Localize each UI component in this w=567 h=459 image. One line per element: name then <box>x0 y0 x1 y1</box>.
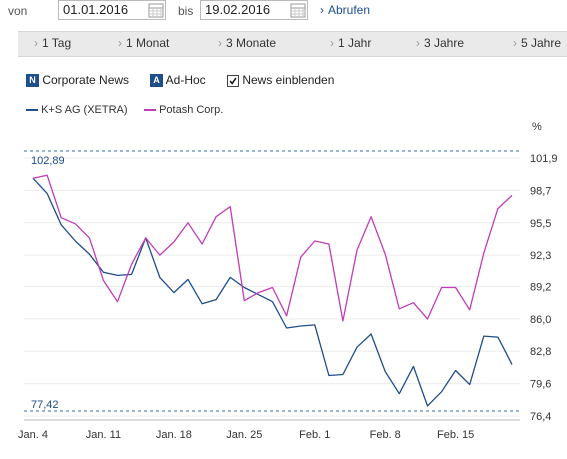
tab-3-years[interactable]: › 3 Jahre <box>416 36 464 50</box>
tab-label: 5 Jahre <box>521 36 562 50</box>
from-calendar-icon[interactable] <box>148 2 164 18</box>
adhoc-filter[interactable]: A Ad-Hoc <box>150 73 206 88</box>
adhoc-badge: A <box>150 74 163 88</box>
y-tick-label: 82,8 <box>530 346 551 358</box>
y-tick-label: 101,9 <box>530 153 558 165</box>
legend-swatch <box>26 109 38 112</box>
arrow-icon: › <box>118 36 122 50</box>
to-label: bis <box>178 4 194 18</box>
x-tick-label: Jan. 25 <box>226 429 262 441</box>
y-tick-label: 76,4 <box>530 411 551 423</box>
unit-label: % <box>532 121 542 133</box>
from-date-input[interactable]: 01.01.2016 <box>58 0 166 20</box>
to-calendar-icon[interactable] <box>290 2 306 18</box>
y-tick-label: 92,3 <box>530 250 551 262</box>
show-news-label: News einblenden <box>242 73 335 87</box>
y-tick-label: 86,0 <box>530 314 551 326</box>
tab-1-day[interactable]: › 1 Tag <box>34 36 71 50</box>
x-tick-label: Jan. 18 <box>156 429 192 441</box>
to-date-input[interactable]: 19.02.2016 <box>200 0 308 20</box>
submit-arrow-icon[interactable]: › <box>320 3 324 17</box>
from-label: von <box>8 4 28 18</box>
reference-line-label: 77,42 <box>31 399 59 411</box>
show-news-toggle[interactable]: News einblenden <box>227 73 334 87</box>
arrow-icon: › <box>34 36 38 50</box>
adhoc-label: Ad-Hoc <box>165 73 206 87</box>
reference-line-label: 102,89 <box>31 155 65 167</box>
tab-label: 1 Monat <box>126 36 170 50</box>
corporate-news-filter[interactable]: N Corporate News <box>26 73 130 88</box>
legend-potash: Potash Corp. <box>144 104 223 116</box>
tab-label: 1 Jahr <box>338 36 372 50</box>
corporate-news-badge: N <box>26 74 39 88</box>
x-tick-label: Jan. 4 <box>18 429 48 441</box>
arrow-icon: › <box>330 36 334 50</box>
corporate-news-label: Corporate News <box>42 73 130 87</box>
tab-1-year[interactable]: › 1 Jahr <box>330 36 371 50</box>
legend-ks: K+S AG (XETRA) <box>26 104 128 116</box>
x-tick-label: Feb. 15 <box>437 429 474 441</box>
x-tick-label: Jan. 11 <box>86 429 121 441</box>
checkbox-checked-icon[interactable] <box>227 74 239 87</box>
tab-3-months[interactable]: › 3 Monate <box>218 36 276 50</box>
tab-5-years[interactable]: › 5 Jahre <box>513 36 561 50</box>
arrow-icon: › <box>513 36 517 50</box>
x-tick-label: Feb. 1 <box>299 429 330 441</box>
tab-label: 3 Jahre <box>424 36 465 50</box>
y-tick-label: 95,5 <box>530 218 551 230</box>
arrow-icon: › <box>416 36 420 50</box>
series-line-potash <box>32 174 513 322</box>
legend-potash-label: Potash Corp. <box>159 104 224 116</box>
tab-label: 3 Monate <box>226 36 277 50</box>
legend-swatch <box>144 109 156 112</box>
tab-1-month[interactable]: › 1 Monat <box>118 36 169 50</box>
arrow-icon: › <box>218 36 222 50</box>
y-tick-label: 98,7 <box>530 185 551 197</box>
x-tick-label: Feb. 8 <box>370 429 401 441</box>
y-tick-label: 89,2 <box>530 281 551 293</box>
period-tabs: › 1 Tag › 1 Monat › 3 Monate › 1 Jahr › 3 Jah… <box>18 31 567 57</box>
submit-link[interactable]: Abrufen <box>328 3 371 17</box>
tab-label: 1 Tag <box>42 36 72 50</box>
legend-ks-label: K+S AG (XETRA) <box>41 104 128 116</box>
series-line-ks <box>32 177 513 407</box>
y-tick-label: 79,6 <box>530 379 551 391</box>
